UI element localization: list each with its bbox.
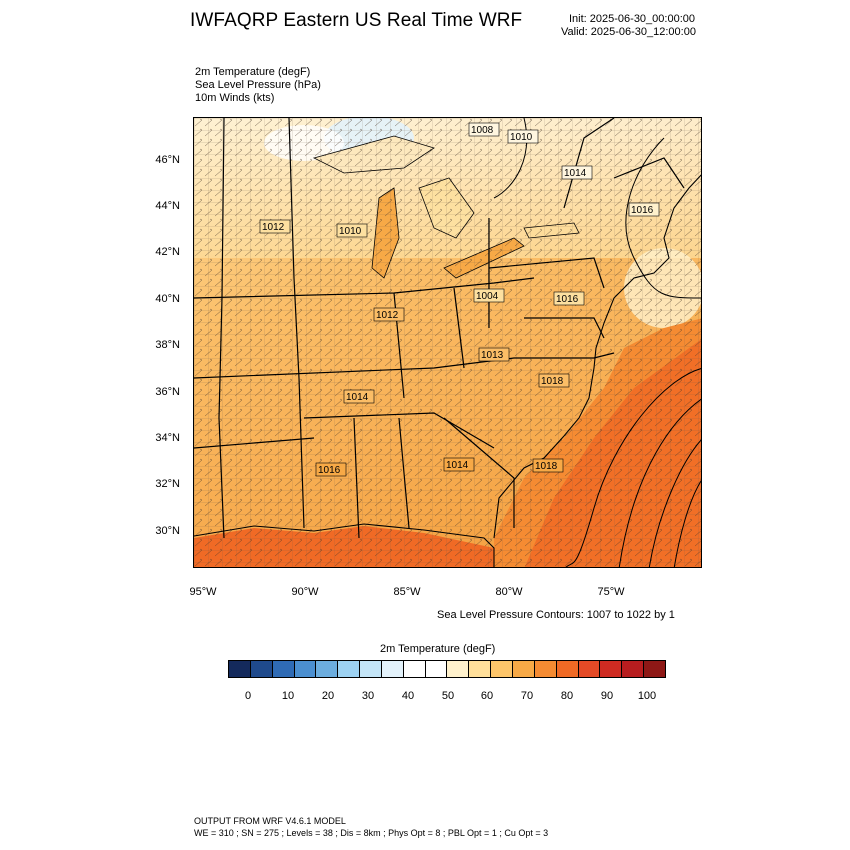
colorbar-swatch bbox=[294, 661, 317, 677]
lat-label-32n: 32°N bbox=[155, 478, 180, 490]
wind-barbs bbox=[194, 118, 701, 567]
colorbar-tick: 10 bbox=[281, 690, 295, 702]
pressure-label: 1010 bbox=[510, 132, 533, 143]
model-output-line: OUTPUT FROM WRF V4.6.1 MODEL bbox=[194, 816, 346, 826]
colorbar-swatch bbox=[644, 661, 665, 677]
lon-label-75w: 75°W bbox=[597, 586, 625, 598]
pressure-label: 1014 bbox=[446, 460, 469, 471]
pressure-labels: 1008 1010 1014 1016 1012 1010 1004 1016 … bbox=[259, 122, 660, 477]
map-canvas: 1008 1010 1014 1016 1012 1010 1004 1016 … bbox=[194, 118, 701, 567]
pressure-label: 1018 bbox=[535, 461, 558, 472]
lon-label-90w: 90°W bbox=[291, 586, 319, 598]
valid-time: Valid: 2025-06-30_12:00:00 bbox=[561, 26, 696, 38]
colorbar-swatch bbox=[469, 661, 492, 677]
colorbar-swatch bbox=[250, 661, 273, 677]
pressure-label: 1018 bbox=[541, 376, 564, 387]
field-label-pressure: Sea Level Pressure (hPa) bbox=[195, 79, 321, 91]
state-borders bbox=[194, 118, 685, 539]
pressure-label: 1010 bbox=[339, 226, 362, 237]
pressure-label: 1016 bbox=[318, 465, 341, 476]
lat-label-40n: 40°N bbox=[155, 293, 180, 305]
pressure-label: 1012 bbox=[262, 222, 285, 233]
field-label-temperature: 2m Temperature (degF) bbox=[195, 66, 311, 78]
model-config-line: WE = 310 ; SN = 275 ; Levels = 38 ; Dis … bbox=[194, 828, 549, 838]
lon-label-85w: 85°W bbox=[393, 586, 421, 598]
colorbar-swatch bbox=[360, 661, 382, 677]
pressure-label: 1008 bbox=[471, 125, 494, 136]
colorbar-swatch bbox=[447, 661, 470, 677]
colorbar-tick: 30 bbox=[361, 690, 375, 702]
colorbar-swatch bbox=[316, 661, 339, 677]
colorbar-tick: 100 bbox=[637, 690, 657, 702]
lat-label-42n: 42°N bbox=[155, 246, 180, 258]
pressure-label: 1016 bbox=[631, 205, 654, 216]
pressure-label: 1012 bbox=[376, 310, 399, 321]
colorbar-swatch bbox=[338, 661, 361, 677]
colorbar-swatch bbox=[272, 661, 295, 677]
lon-label-80w: 80°W bbox=[495, 586, 523, 598]
colorbar-tick: 90 bbox=[600, 690, 614, 702]
colorbar-swatch bbox=[425, 661, 448, 677]
colorbar-tick: 70 bbox=[520, 690, 534, 702]
pressure-label: 1014 bbox=[564, 168, 587, 179]
colorbar-tick: 60 bbox=[480, 690, 494, 702]
colorbar-tick: 80 bbox=[560, 690, 574, 702]
colorbar-swatch bbox=[491, 661, 513, 677]
sea-level-pressure-contours bbox=[493, 118, 701, 567]
colorbar-swatch bbox=[229, 661, 251, 677]
lat-label-44n: 44°N bbox=[155, 200, 180, 212]
colorbar-swatch bbox=[534, 661, 557, 677]
lat-label-36n: 36°N bbox=[155, 386, 180, 398]
colorbar-swatch bbox=[381, 661, 404, 677]
colorbar-swatch bbox=[578, 661, 601, 677]
colorbar-tick: 40 bbox=[401, 690, 415, 702]
colorbar-swatch bbox=[512, 661, 535, 677]
temperature-colorbar bbox=[228, 660, 666, 678]
lon-label-95w: 95°W bbox=[189, 586, 217, 598]
lat-label-34n: 34°N bbox=[155, 432, 180, 444]
colorbar-swatch bbox=[403, 661, 426, 677]
init-time: Init: 2025-06-30_00:00:00 bbox=[569, 13, 695, 25]
colorbar-swatch bbox=[556, 661, 579, 677]
pressure-label: 1004 bbox=[476, 291, 499, 302]
lat-label-38n: 38°N bbox=[155, 339, 180, 351]
contour-note: Sea Level Pressure Contours: 1007 to 102… bbox=[437, 609, 675, 621]
lat-label-30n: 30°N bbox=[155, 525, 180, 537]
pressure-label: 1016 bbox=[556, 294, 579, 305]
colorbar-tick: 0 bbox=[244, 690, 252, 702]
pressure-label: 1014 bbox=[346, 392, 369, 403]
weather-map: 1008 1010 1014 1016 1012 1010 1004 1016 … bbox=[193, 117, 702, 568]
colorbar-tick: 50 bbox=[441, 690, 455, 702]
field-label-winds: 10m Winds (kts) bbox=[195, 92, 275, 104]
pressure-label: 1013 bbox=[481, 350, 504, 361]
lat-label-46n: 46°N bbox=[155, 154, 180, 166]
plot-title: IWFAQRP Eastern US Real Time WRF bbox=[190, 10, 523, 31]
colorbar-swatch bbox=[622, 661, 645, 677]
colorbar-swatch bbox=[600, 661, 623, 677]
colorbar-tick: 20 bbox=[321, 690, 335, 702]
colorbar-title: 2m Temperature (degF) bbox=[380, 643, 496, 655]
